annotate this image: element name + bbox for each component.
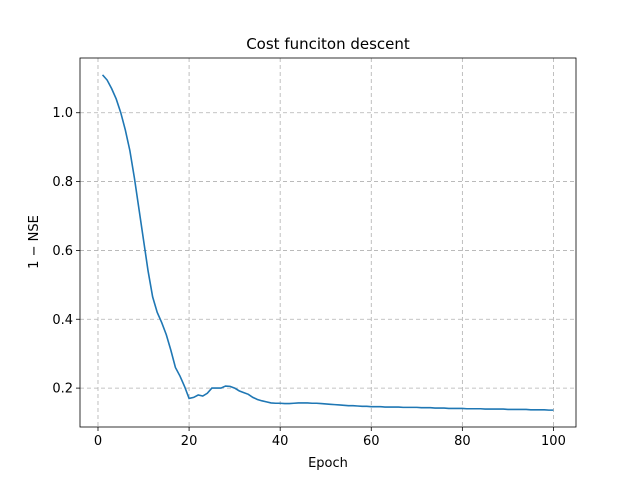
x-tick-label: 40 <box>272 434 289 449</box>
plot-frame <box>79 57 577 428</box>
y-tick-label: 0.2 <box>52 382 73 397</box>
x-tick-label: 60 <box>363 434 380 449</box>
x-tick-label: 100 <box>541 434 566 449</box>
y-tick-label: 1.0 <box>52 106 73 121</box>
y-tick-label: 0.4 <box>52 313 73 328</box>
x-tick-label: 20 <box>181 434 198 449</box>
x-tick-label: 80 <box>454 434 471 449</box>
y-tick-label: 0.8 <box>52 175 73 190</box>
x-axis-label: Epoch <box>308 456 348 471</box>
chart-title: Cost funciton descent <box>246 35 410 53</box>
y-tick-label: 0.6 <box>52 244 73 259</box>
x-tick-label: 0 <box>94 434 102 449</box>
y-axis-label: 1 − NSE <box>27 215 42 269</box>
line-series <box>101 74 554 411</box>
